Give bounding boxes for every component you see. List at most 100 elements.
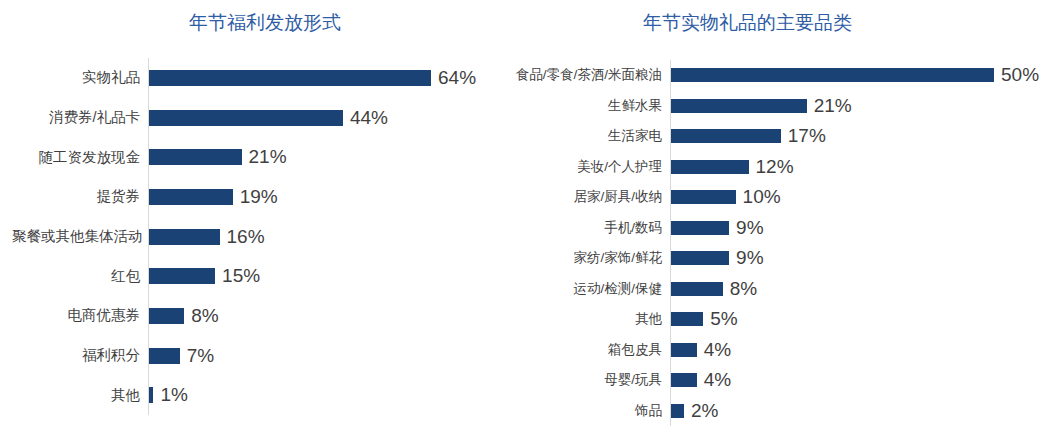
category-label: 居家/厨具/收纳 — [492, 188, 670, 206]
category-label: 家纺/家饰/鲜花 — [492, 249, 670, 267]
bar — [671, 190, 736, 204]
plot-area: 17% — [670, 121, 1048, 152]
bar-row: 生鲜水果 21% — [492, 91, 1048, 122]
bar — [149, 189, 233, 205]
category-label: 其他 — [492, 310, 670, 328]
value-label: 9% — [736, 247, 763, 269]
value-label: 15% — [222, 265, 260, 287]
bar — [671, 312, 703, 326]
category-label: 其他 — [12, 386, 148, 405]
bar — [149, 149, 242, 165]
bar-row: 红包 15% — [12, 256, 518, 296]
chart-title: 年节福利发放形式 — [12, 10, 518, 36]
value-label: 2% — [691, 400, 718, 422]
value-label: 64% — [438, 67, 476, 89]
category-label: 手机/数码 — [492, 219, 670, 237]
plot-area: 9% — [670, 243, 1048, 274]
bar — [671, 129, 781, 143]
bar — [671, 221, 729, 235]
value-label: 4% — [704, 369, 731, 391]
category-label: 母婴/玩具 — [492, 371, 670, 389]
bar — [671, 404, 684, 418]
bar-row: 电商优惠券 8% — [12, 296, 518, 336]
bar — [671, 343, 697, 357]
plot-area: 8% — [148, 296, 518, 336]
category-label: 随工资发放现金 — [12, 148, 148, 167]
bar — [671, 282, 723, 296]
value-label: 50% — [1001, 64, 1039, 86]
value-label: 10% — [743, 186, 781, 208]
category-label: 提货券 — [12, 187, 148, 206]
bar — [149, 70, 431, 86]
dual-bar-chart-figure: 年节福利发放形式 实物礼品64%消费券/礼品卡44%随工资发放现金21%提货券1… — [0, 0, 1052, 435]
bar-row: 母婴/玩具 4% — [492, 365, 1048, 396]
plot-area: 7% — [148, 336, 518, 376]
plot-area: 50% — [670, 60, 1048, 91]
bar-row: 其他 5% — [492, 304, 1048, 335]
value-label: 21% — [814, 95, 852, 117]
category-label: 食品/零食/茶酒/米面粮油 — [492, 66, 670, 84]
plot-area: 8% — [670, 274, 1048, 305]
category-label: 聚餐或其他集体活动 — [12, 227, 148, 246]
bar-row: 福利积分 7% — [12, 336, 518, 376]
bar-row: 其他 1% — [12, 376, 518, 416]
plot-area: 2% — [670, 396, 1048, 427]
bar — [671, 251, 729, 265]
value-label: 16% — [227, 226, 265, 248]
value-label: 21% — [249, 146, 287, 168]
bar-row: 居家/厨具/收纳 10% — [492, 182, 1048, 213]
chart-title: 年节实物礼品的主要品类 — [492, 10, 1048, 36]
plot-area: 21% — [670, 91, 1048, 122]
category-label: 生鲜水果 — [492, 97, 670, 115]
bar-row: 食品/零食/茶酒/米面粮油 50% — [492, 60, 1048, 91]
bar-row: 运动/检测/保健 8% — [492, 274, 1048, 305]
plot-area: 10% — [670, 182, 1048, 213]
plot-area: 44% — [148, 98, 518, 138]
bar — [149, 110, 343, 126]
bar — [149, 308, 184, 324]
category-label: 福利积分 — [12, 346, 148, 365]
value-label: 17% — [788, 125, 826, 147]
plot-area: 5% — [670, 304, 1048, 335]
category-label: 生活家电 — [492, 127, 670, 145]
plot-area: 16% — [148, 217, 518, 257]
value-label: 44% — [350, 107, 388, 129]
plot-area: 15% — [148, 256, 518, 296]
value-label: 5% — [710, 308, 737, 330]
category-label: 运动/检测/保健 — [492, 280, 670, 298]
bar-row: 美妆/个人护理 12% — [492, 152, 1048, 183]
category-label: 红包 — [12, 267, 148, 286]
bar — [671, 373, 697, 387]
plot-area: 4% — [670, 335, 1048, 366]
bar-row: 箱包皮具 4% — [492, 335, 1048, 366]
plot-area: 1% — [148, 376, 518, 416]
bar-row: 实物礼品64% — [12, 58, 518, 98]
value-label: 12% — [756, 156, 794, 178]
plot-area: 21% — [148, 137, 518, 177]
value-label: 8% — [730, 278, 757, 300]
value-label: 8% — [191, 305, 218, 327]
plot-area: 4% — [670, 365, 1048, 396]
bar — [671, 99, 807, 113]
bar-row: 生活家电 17% — [492, 121, 1048, 152]
category-label: 电商优惠券 — [12, 306, 148, 325]
value-label: 1% — [160, 384, 187, 406]
plot-area: 19% — [148, 177, 518, 217]
plot-area: 64% — [148, 58, 518, 98]
plot-area: 9% — [670, 213, 1048, 244]
category-label: 美妆/个人护理 — [492, 158, 670, 176]
chart-physical-gift-categories: 年节实物礼品的主要品类 食品/零食/茶酒/米面粮油50%生鲜水果21%生活家电1… — [492, 10, 1048, 36]
value-label: 4% — [704, 339, 731, 361]
bar — [671, 160, 749, 174]
bar-rows: 食品/零食/茶酒/米面粮油 50% 生鲜水果 21% 生活家电 17% 美妆/个人护理 12%… — [492, 60, 1048, 426]
bar-row: 家纺/家饰/鲜花 9% — [492, 243, 1048, 274]
bar-row: 提货券19% — [12, 177, 518, 217]
category-label: 箱包皮具 — [492, 341, 670, 359]
bar-rows: 实物礼品64%消费券/礼品卡44%随工资发放现金21%提货券19%聚餐或其他集体… — [12, 58, 518, 415]
value-label: 9% — [736, 217, 763, 239]
bar — [149, 348, 180, 364]
bar-row: 手机/数码 9% — [492, 213, 1048, 244]
value-label: 7% — [187, 345, 214, 367]
category-label: 饰品 — [492, 402, 670, 420]
category-label: 消费券/礼品卡 — [12, 108, 148, 127]
